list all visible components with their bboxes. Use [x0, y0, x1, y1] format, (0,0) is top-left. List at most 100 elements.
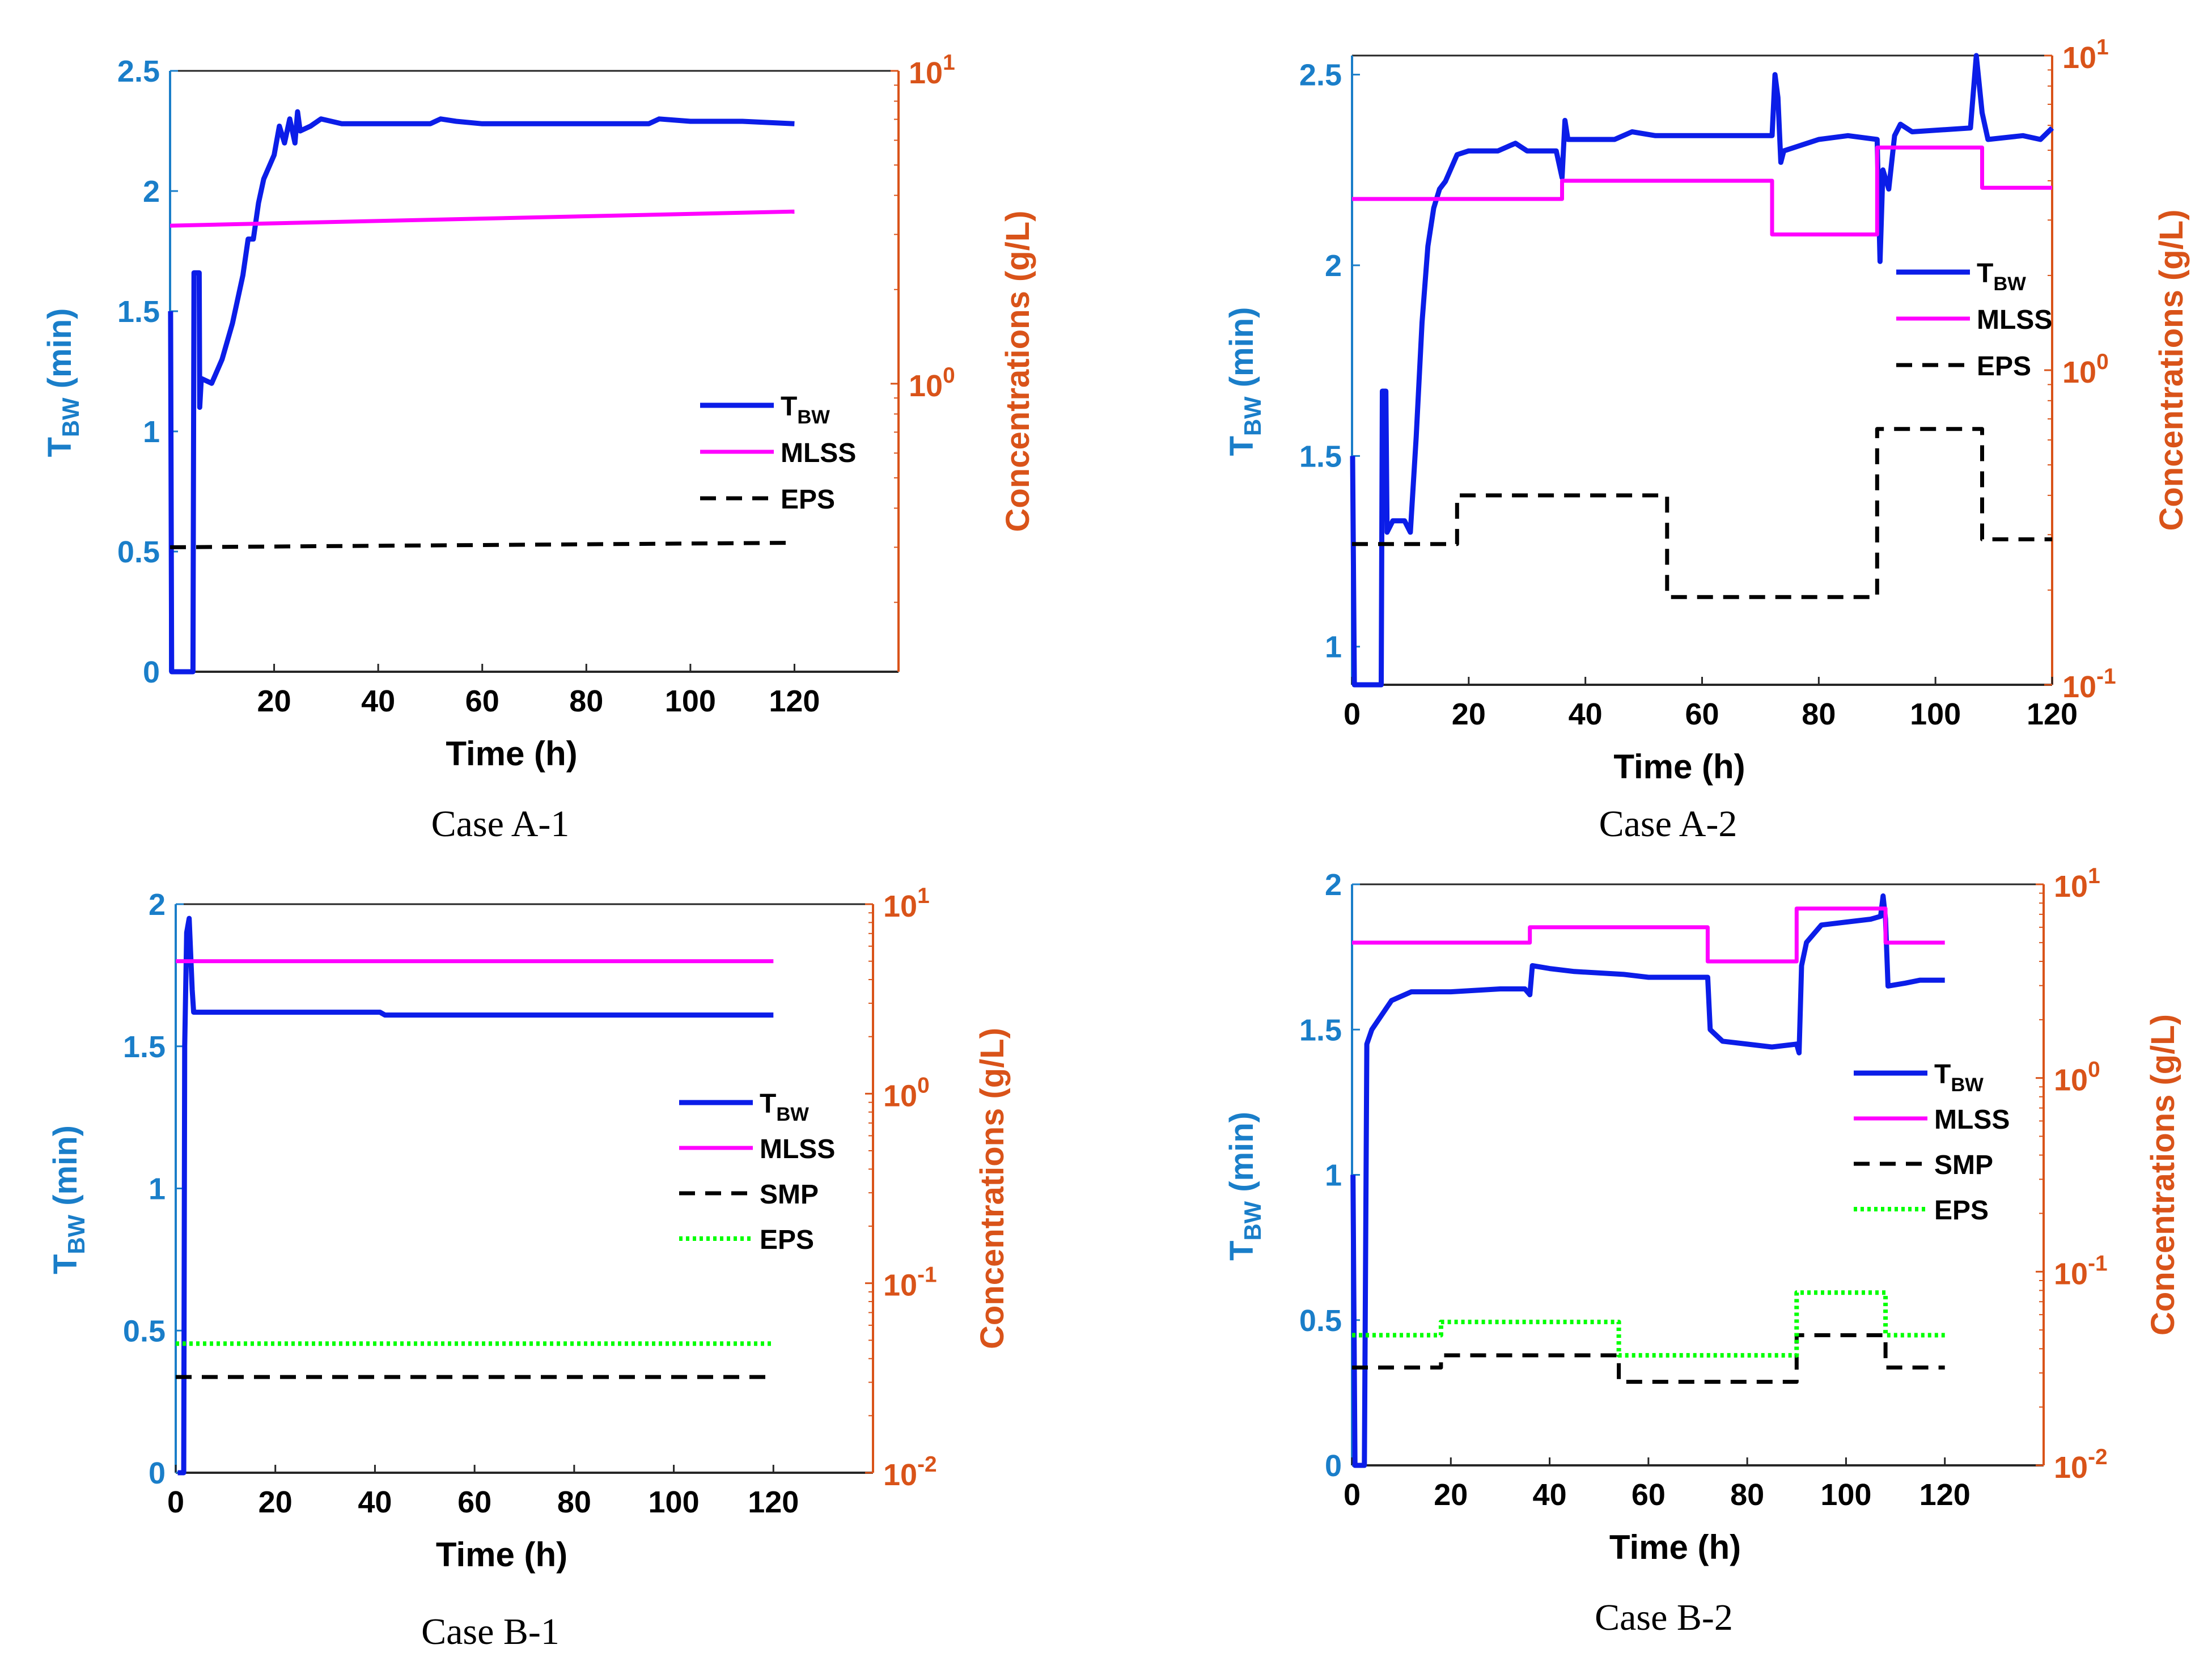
left-tick-label: 2: [1325, 249, 1342, 283]
x-tick-label: 100: [665, 684, 716, 718]
x-tick-label: 20: [1434, 1478, 1468, 1512]
left-tick-label: 0: [1325, 1449, 1342, 1483]
right-tick-label: 10-2: [883, 1452, 937, 1492]
legend-label-main: SMP: [760, 1180, 819, 1210]
legend-label: SMP: [760, 1180, 819, 1210]
legend-label-main: T: [781, 392, 797, 422]
left-tick-label: 1.5: [1299, 439, 1342, 473]
x-axis-label: Time (h): [1613, 748, 1745, 786]
legend-label: TBW: [1934, 1059, 1984, 1096]
x-tick-label: 80: [557, 1485, 591, 1519]
legend-label-main: EPS: [781, 485, 835, 515]
right-tick-label: 10-1: [2054, 1251, 2108, 1291]
left-axis-label: TBW (min): [47, 1125, 90, 1274]
left-tick-label: 2.5: [117, 54, 160, 88]
right-axis-label: Concentrations (g/L): [974, 1028, 1011, 1349]
x-tick-label: 80: [1802, 697, 1836, 731]
legend-label: MLSS: [781, 438, 856, 468]
left-axis-label-group: TBW (min): [1223, 307, 1266, 456]
left-tick-label: 0: [143, 655, 160, 689]
panel-caption: Case A-2: [1599, 803, 1738, 845]
right-tick-label: 10-1: [883, 1263, 937, 1303]
left-axis-label-rest: (min): [1223, 307, 1260, 397]
x-tick-label: 20: [259, 1485, 293, 1519]
legend-label: TBW: [781, 392, 830, 428]
series-mlss-line: [1352, 145, 2052, 237]
x-tick-label: 120: [748, 1485, 799, 1519]
right-tick-label: 101: [2062, 35, 2109, 75]
legend-label: TBW: [760, 1089, 809, 1125]
legend-label-main: T: [760, 1089, 776, 1119]
panel-caption: Case A-1: [431, 803, 570, 845]
right-tick-label: 100: [2062, 350, 2109, 389]
left-axis-label: TBW (min): [1223, 1112, 1266, 1261]
legend-label-main: MLSS: [760, 1134, 835, 1164]
series-smp-line: [1352, 1333, 1945, 1384]
right-tick-label: 100: [883, 1073, 930, 1113]
legend-label-main: SMP: [1934, 1150, 1993, 1180]
x-tick-label: 80: [1730, 1478, 1764, 1512]
right-tick-label: 10-1: [2062, 664, 2116, 704]
x-tick-label: 0: [1344, 1478, 1361, 1512]
left-tick-label: 1: [143, 415, 160, 449]
left-tick-label: 2: [149, 888, 166, 922]
legend-label-sub: BW: [776, 1104, 809, 1125]
legend-label-main: MLSS: [1934, 1105, 2010, 1135]
left-tick-label: 1: [1325, 1159, 1342, 1193]
x-tick-label: 40: [361, 684, 395, 718]
series-tbw-line: [1350, 53, 2054, 688]
series-eps-line: [1352, 1290, 1945, 1358]
x-tick-label: 0: [167, 1485, 184, 1519]
right-axis-label-group: Concentrations (g/L): [2153, 209, 2190, 531]
x-tick-label: 80: [569, 684, 603, 718]
panel-caption: Case B-2: [1595, 1597, 1733, 1638]
left-axis-label-group: TBW (min): [1223, 1112, 1266, 1261]
left-tick-label: 1.5: [123, 1030, 166, 1064]
x-tick-label: 100: [1910, 697, 1961, 731]
left-axis-label-sub: BW: [63, 1214, 90, 1254]
left-axis-label-rest: (min): [47, 1125, 84, 1215]
series-eps-line: [1352, 427, 2052, 599]
legend-label-main: T: [1977, 258, 1993, 289]
left-tick-label: 0.5: [117, 535, 160, 569]
x-tick-label: 120: [1919, 1478, 1971, 1512]
left-tick-label: 1.5: [117, 295, 160, 329]
x-tick-label: 60: [457, 1485, 491, 1519]
right-axis-label-group: Concentrations (g/L): [999, 210, 1036, 532]
right-axis-label: Concentrations (g/L): [999, 210, 1036, 532]
x-tick-label: 120: [769, 684, 820, 718]
series-tbw-line: [168, 109, 795, 675]
right-axis-label: Concentrations (g/L): [2145, 1014, 2181, 1336]
left-tick-label: 1.5: [1299, 1013, 1342, 1047]
legend-label-main: EPS: [1934, 1196, 1989, 1226]
x-tick-label: 100: [649, 1485, 700, 1519]
legend-label: SMP: [1934, 1150, 1993, 1180]
x-tick-label: 100: [1820, 1478, 1871, 1512]
left-axis-label-sub: BW: [1239, 396, 1266, 436]
right-tick-label: 101: [2054, 864, 2100, 904]
x-tick-label: 40: [1533, 1478, 1567, 1512]
legend-label: MLSS: [1934, 1105, 2010, 1135]
series-mlss-line: [169, 209, 795, 228]
series-eps-line: [169, 541, 795, 549]
x-tick-label: 20: [1452, 697, 1486, 731]
left-axis-label-rest: (min): [1223, 1112, 1260, 1201]
left-axis-label-sub: BW: [1239, 1201, 1266, 1240]
left-axis-label-group: TBW (min): [47, 1125, 90, 1274]
left-axis-label-main: T: [1223, 1240, 1260, 1260]
left-tick-label: 2.5: [1299, 58, 1342, 92]
legend-label: MLSS: [1977, 305, 2052, 335]
right-tick-label: 100: [2054, 1058, 2100, 1097]
left-axis-label-main: T: [47, 1254, 84, 1274]
left-axis-label-main: T: [1223, 436, 1260, 456]
left-tick-label: 0.5: [1299, 1304, 1342, 1338]
x-tick-label: 60: [1632, 1478, 1666, 1512]
x-tick-label: 120: [2027, 697, 2078, 731]
legend-label-sub: BW: [1951, 1074, 1984, 1096]
left-tick-label: 2: [143, 175, 160, 209]
legend-label: EPS: [1934, 1196, 1989, 1226]
x-tick-label: 40: [1569, 697, 1603, 731]
